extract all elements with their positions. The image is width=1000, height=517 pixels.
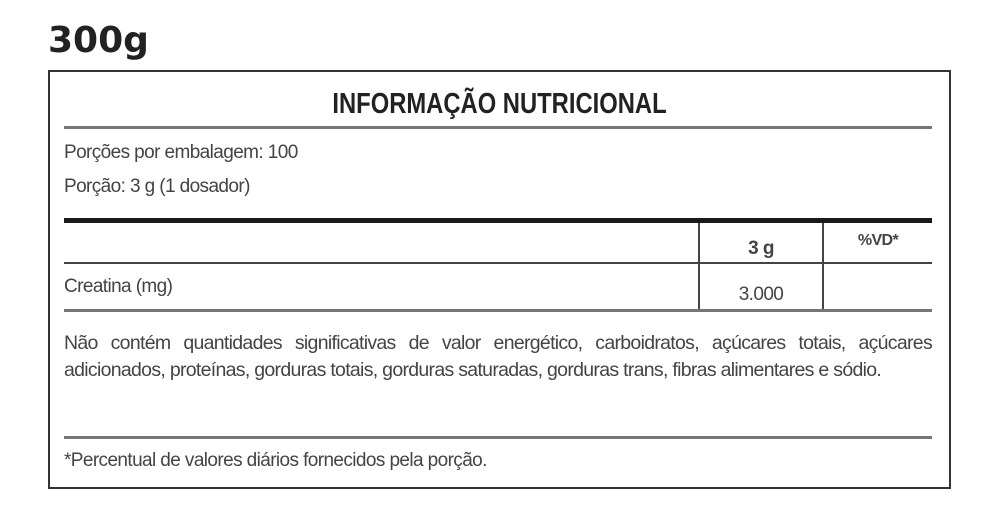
nutrient-name: Creatina (mg) bbox=[64, 276, 173, 297]
serving-size: Porção: 3 g (1 dosador) bbox=[64, 176, 250, 197]
thick-divider bbox=[64, 218, 932, 223]
divider bbox=[64, 309, 932, 312]
column-divider bbox=[822, 223, 824, 311]
package-weight: 300g bbox=[48, 20, 149, 61]
nutrient-amount: 3.000 bbox=[738, 284, 784, 305]
divider bbox=[64, 126, 932, 129]
footnote: *Percentual de valores diários fornecido… bbox=[64, 450, 487, 471]
nutrition-note: Não contém quantidades significativas de… bbox=[64, 332, 933, 381]
row-divider bbox=[64, 262, 932, 264]
label-title: INFORMAÇÃO NUTRICIONAL bbox=[332, 88, 667, 120]
nutrition-facts-label: INFORMAÇÃO NUTRICIONAL Porções por embal… bbox=[48, 70, 951, 489]
servings-per-package: Porções por embalagem: 100 bbox=[64, 142, 298, 163]
divider bbox=[64, 436, 932, 439]
column-header-dv: %VD* bbox=[857, 232, 899, 249]
column-divider bbox=[698, 223, 700, 311]
column-header-amount: 3 g bbox=[748, 238, 774, 259]
